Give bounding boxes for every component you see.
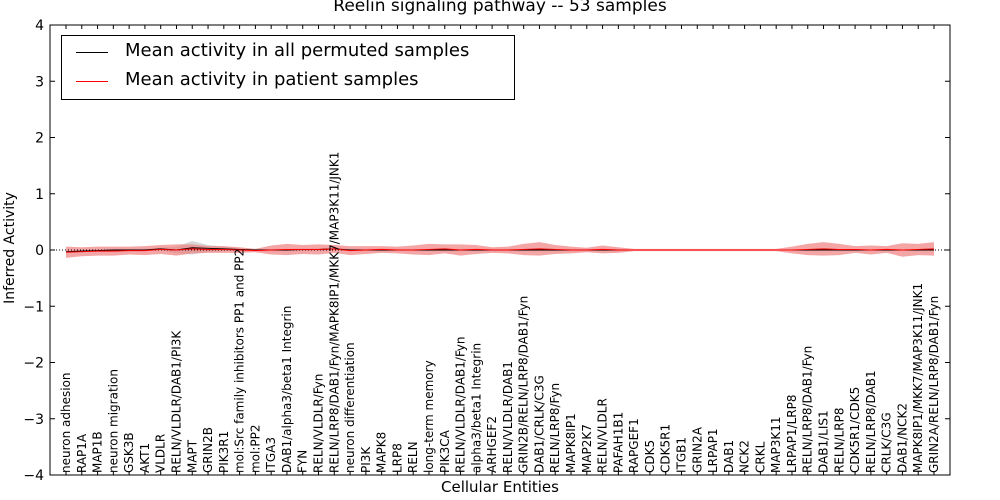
y-tick-label: 3 (35, 74, 44, 90)
x-tick-label: GRIN2B/RELN/LRP8/DAB1/Fyn (517, 296, 531, 473)
y-tick-label: 1 (35, 187, 44, 203)
x-tick-label: RELN/LRP8 (832, 407, 846, 473)
x-tick-label: RELN/LRP8/DAB1/Fyn (801, 346, 815, 473)
x-tick-label: VLDLR (154, 434, 168, 473)
x-tick-label: FYN (296, 450, 310, 473)
x-tick-label: RELN/LRP8/Fyn (548, 383, 562, 473)
x-tick-label: GRIN2A (690, 426, 704, 473)
legend-swatch-permuted (76, 52, 108, 53)
x-tick-label: ARHGEF2 (485, 416, 499, 473)
series-line-patient (65, 248, 935, 253)
x-tick-label: LRPAP1/LRP8 (785, 394, 799, 473)
x-tick-label: GRIN2A/RELN/LRP8/DAB1/Fyn (927, 296, 941, 473)
x-tick-label: mol:Src family inhibitors PP1 and PP2 (233, 249, 247, 473)
x-tick-label: RAP1A (75, 433, 89, 473)
y-tick-label: 4 (35, 18, 44, 34)
legend-swatch-patient (76, 81, 108, 82)
x-tick-label: NCK2 (738, 440, 752, 473)
x-tick-label: LRPAP1 (706, 428, 720, 473)
chart-title: Reelin signaling pathway -- 53 samples (333, 0, 667, 16)
x-tick-label: PI3K (359, 446, 373, 473)
x-tick-label: LRP8 (390, 443, 404, 473)
x-tick-label: RELN/VLDLR/Fyn (312, 374, 326, 473)
x-tick-label: CDK5R1/CDK5 (848, 387, 862, 473)
x-tick-label: RELN (406, 441, 420, 473)
y-tick-label: 0 (35, 243, 44, 259)
x-tick-label: ITGB1 (674, 437, 688, 473)
x-tick-label: long-term memory (422, 360, 436, 473)
legend-label-permuted: Mean activity in all permuted samples (125, 40, 470, 61)
x-tick-label: DAB1 (722, 440, 736, 473)
x-tick-label: DAB1/alpha3/beta1 Integrin (280, 306, 294, 473)
x-tick-label: MAPT (185, 439, 199, 473)
x-tick-label: PIK3R1 (217, 431, 231, 473)
y-axis-label: Inferred Activity (2, 192, 18, 304)
legend: Mean activity in all permuted samples Me… (61, 35, 515, 100)
y-tick-label: −3 (23, 412, 44, 428)
x-tick-label: CDK5 (643, 440, 657, 473)
x-tick-label: ITGA3 (264, 437, 278, 473)
x-tick-label: DAB1/CRLK/C3G (532, 375, 546, 473)
x-tick-label: RELN/VLDLR/DAB1 (501, 361, 515, 473)
x-tick-label: CRKL (753, 441, 767, 473)
y-tick-label: −4 (23, 468, 44, 484)
x-tick-label: MAPK8 (375, 432, 389, 473)
x-tick-label: neuron adhesion (59, 372, 73, 473)
x-tick-label: PIK3CA (438, 429, 452, 473)
x-tick-label: DAB1/NCK2 (895, 403, 909, 473)
x-tick-label: PAFAH1B1 (611, 412, 625, 473)
legend-item-permuted: Mean activity in all permuted samples (62, 38, 514, 66)
x-tick-label: RAPGEF1 (627, 418, 641, 473)
legend-item-patient: Mean activity in patient samples (62, 67, 514, 95)
x-tick-label: mol:PP2 (248, 424, 262, 473)
x-tick-label: CDK5R1 (659, 424, 673, 473)
x-tick-label: MAP1B (91, 431, 105, 473)
y-tick-label: 2 (35, 131, 44, 147)
x-tick-label: MAP2K7 (580, 424, 594, 473)
x-axis-label: Cellular Entities (441, 478, 559, 496)
x-tick-label: RELN/LRP8/DAB1 (864, 370, 878, 473)
x-tick-label: RELN/VLDLR/DAB1/PI3K (169, 330, 183, 473)
x-tick-label: AKT1 (138, 443, 152, 473)
legend-label-patient: Mean activity in patient samples (125, 69, 419, 90)
y-tick-label: −1 (23, 299, 44, 315)
x-tick-label: CRLK/C3G (880, 412, 894, 473)
x-tick-label: MAP3K11 (769, 416, 783, 473)
x-tick-label: RELN/LRP8/DAB1/Fyn/MAPK8IP1/MKK7/MAP3K11… (327, 152, 341, 473)
x-tick-label: RELN/VLDLR/DAB1/Fyn (454, 337, 468, 473)
x-tick-label: GRIN2B (201, 427, 215, 473)
x-tick-label: neuron differentiation (343, 342, 357, 473)
x-tick-label: alpha3/beta1 Integrin (469, 343, 483, 473)
x-tick-label: DAB1/LIS1 (817, 410, 831, 473)
x-tick-label: neuron migration (106, 369, 120, 473)
y-tick-label: −2 (23, 356, 44, 372)
x-tick-label: MAPK8IP1/MKK7/MAP3K11/JNK1 (911, 283, 925, 473)
x-tick-label: GSK3B (122, 432, 136, 473)
x-tick-label: MAPK8IP1 (564, 413, 578, 473)
x-tick-label: RELN/VLDLR (596, 398, 610, 473)
